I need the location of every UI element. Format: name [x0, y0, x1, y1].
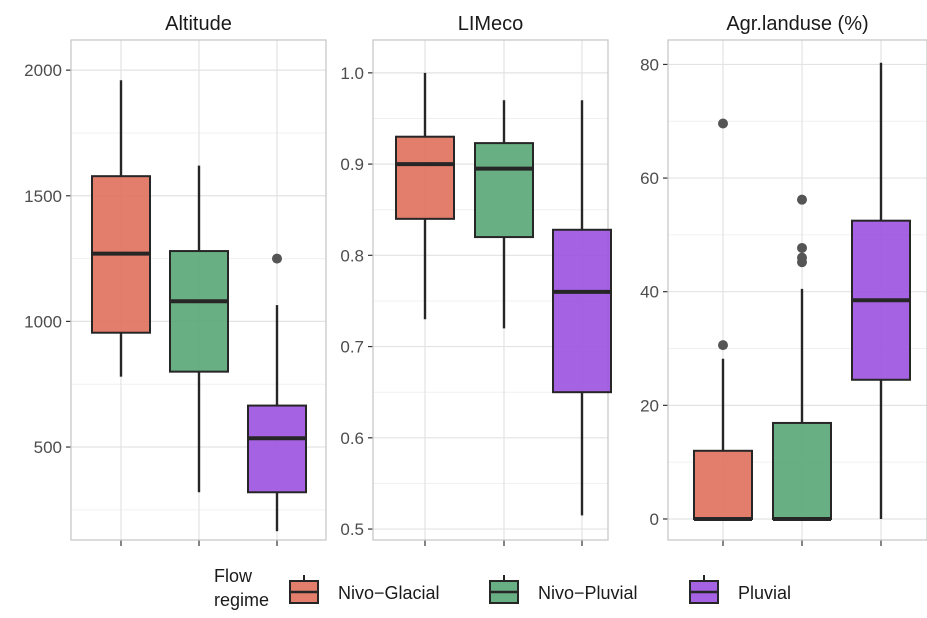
legend-item-2: Nivo−Pluvial: [489, 575, 638, 604]
legend-title-line2: regime: [214, 590, 269, 610]
outlier-point: [797, 194, 807, 205]
legend-label: Nivo−Pluvial: [538, 583, 638, 603]
box-2: [247, 404, 307, 494]
y-tick-label: 0.9: [340, 155, 364, 174]
y-tick-label: 20: [640, 396, 659, 415]
y-tick-label: 1500: [24, 187, 62, 206]
panel-3: Agr.landuse (%) 0 20 40 60 80: [640, 13, 927, 546]
y-tick-label: 2000: [24, 61, 62, 80]
legend-label: Pluvial: [738, 583, 791, 603]
y-tick-label: 40: [640, 283, 659, 302]
outlier-point: [272, 253, 282, 264]
outlier-point: [718, 340, 728, 351]
y-tick-label: 0.8: [340, 246, 364, 265]
y-tick-label: 1000: [24, 312, 62, 331]
y-tick-label: 0: [650, 510, 659, 529]
y-tick-label: 500: [34, 438, 62, 457]
y-tick-label: 80: [640, 55, 659, 74]
y-tick-label: 0.6: [340, 429, 364, 448]
box-1: [474, 142, 534, 239]
box-0: [395, 135, 455, 220]
panel-1: Altitude 500 1000 1500 2000: [24, 13, 327, 546]
y-tick-label: 0.7: [340, 338, 364, 357]
y-tick-label: 0.5: [340, 520, 364, 539]
panel-title: Agr.landuse (%): [726, 13, 868, 35]
box-2: [552, 228, 612, 394]
legend-title-line1: Flow: [214, 566, 253, 586]
legend-label: Nivo−Glacial: [338, 583, 440, 603]
outlier-point: [797, 242, 807, 253]
legend: Flow regime Nivo−Glacial Nivo−Pluvial Pluvia…: [214, 566, 791, 610]
outlier-point: [718, 118, 728, 129]
panel-title: LIMeco: [458, 13, 524, 35]
box-0: [693, 449, 753, 520]
outlier-point: [797, 252, 807, 263]
panel-border: [667, 39, 927, 541]
box-1: [772, 421, 832, 520]
legend-item-1: Nivo−Glacial: [289, 575, 440, 604]
panel-2: LIMeco 0.5 0.6 0.7 0.8 0.9 1.0: [340, 13, 612, 546]
panel-border: [70, 39, 327, 541]
box-1: [169, 250, 229, 373]
y-tick-label: 60: [640, 169, 659, 188]
legend-item-3: Pluvial: [689, 575, 791, 604]
panel-title: Altitude: [165, 13, 232, 35]
y-tick-label: 1.0: [340, 64, 364, 83]
